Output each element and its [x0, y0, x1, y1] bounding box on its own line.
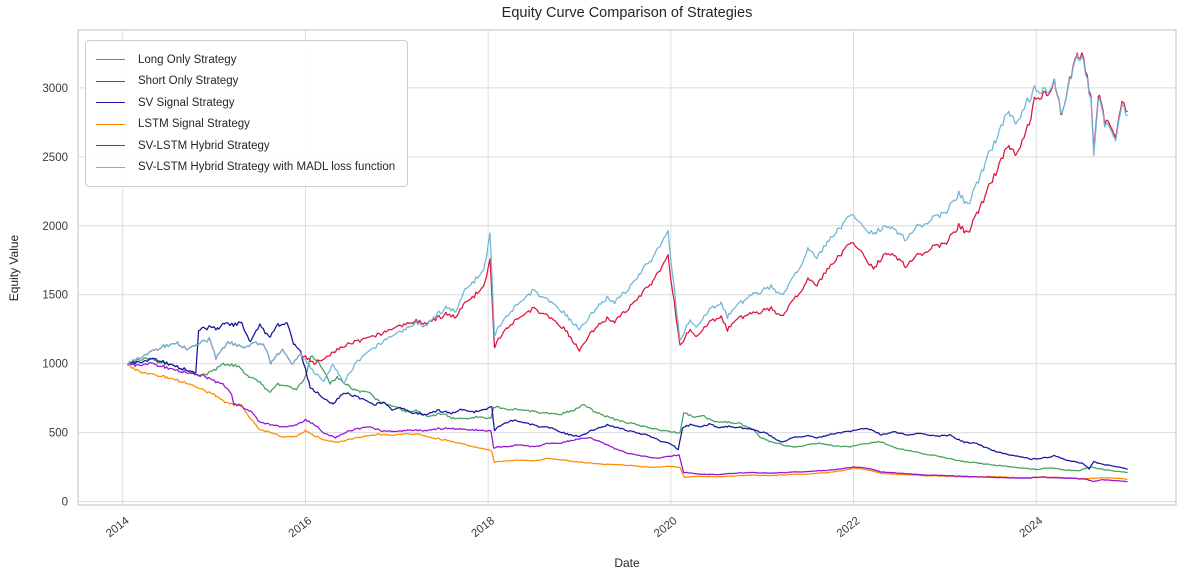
legend-line-swatch — [96, 80, 125, 82]
legend-item-long-only-strategy: Long Only Strategy — [96, 49, 395, 71]
series-line-sv-lstm-hybrid-strategy — [127, 362, 1128, 483]
legend: Long Only Strategy Short Only Strategy SV … — [85, 40, 409, 187]
legend-line-swatch — [96, 123, 125, 125]
legend-label: SV-LSTM Hybrid Strategy — [138, 139, 270, 152]
legend-label: SV Signal Strategy — [138, 96, 235, 109]
y-tick-label: 1500 — [42, 290, 68, 302]
legend-line-swatch — [96, 166, 125, 168]
y-tick-label: 2000 — [42, 221, 68, 233]
x-axis-label: Date — [614, 556, 640, 570]
legend-item-lstm-signal-strategy: LSTM Signal Strategy — [96, 114, 395, 136]
series-line-sv-signal-strategy — [127, 321, 1128, 470]
legend-line-swatch — [96, 102, 125, 104]
chart-title: Equity Curve Comparison of Strategies — [501, 5, 753, 21]
x-tick-label: 2020 — [652, 515, 680, 540]
x-tick-label: 2018 — [469, 515, 497, 540]
y-tick-label: 500 — [49, 428, 68, 440]
legend-label: SV-LSTM Hybrid Strategy with MADL loss f… — [138, 161, 396, 174]
series-line-long-only-strategy — [127, 355, 1128, 474]
legend-label: Long Only Strategy — [138, 53, 237, 66]
legend-item-short-only-strategy: Short Only Strategy — [96, 71, 395, 93]
legend-item-sv-lstm-hybrid-strategy-with-madl-loss-function: SV-LSTM Hybrid Strategy with MADL loss f… — [96, 157, 395, 179]
x-tick-label: 2016 — [287, 515, 315, 540]
y-tick-label: 2500 — [42, 152, 68, 164]
x-tick-label: 2014 — [104, 515, 132, 541]
y-tick-label: 0 — [62, 497, 68, 509]
y-axis-label: Equity Value — [7, 234, 21, 302]
x-tick-label: 2024 — [1018, 515, 1046, 541]
legend-line-swatch — [96, 59, 125, 61]
series-line-lstm-signal-strategy — [126, 363, 1128, 480]
series-line-sv-lstm-hybrid-strategy-with-madl-loss-function — [127, 54, 1128, 385]
y-tick-label: 1000 — [42, 359, 68, 371]
legend-line-swatch — [96, 145, 125, 147]
x-tick-label: 2022 — [835, 515, 863, 540]
legend-item-sv-lstm-hybrid-strategy: SV-LSTM Hybrid Strategy — [96, 135, 395, 157]
legend-label: Short Only Strategy — [138, 75, 239, 88]
y-tick-label: 3000 — [42, 83, 68, 95]
legend-item-sv-signal-strategy: SV Signal Strategy — [96, 92, 395, 114]
plot-border — [77, 29, 1177, 506]
series-group — [126, 52, 1128, 483]
legend-label: LSTM Signal Strategy — [138, 118, 250, 131]
